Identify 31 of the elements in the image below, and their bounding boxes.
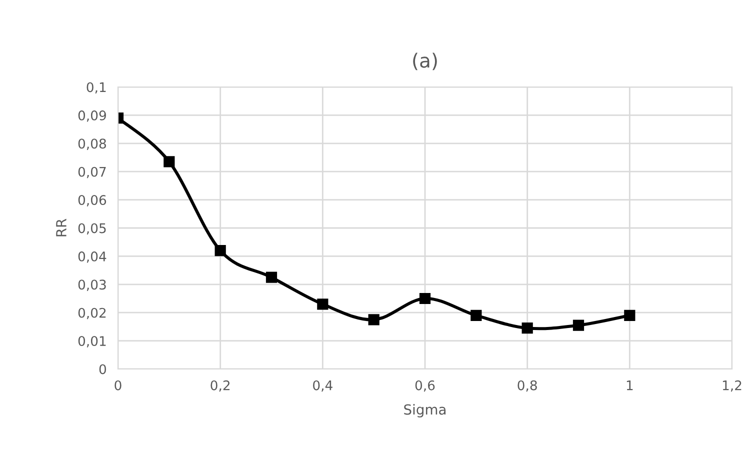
y-tick-label: 0,02 (78, 308, 106, 320)
y-axis-title: RR (56, 218, 66, 236)
point (164, 156, 175, 168)
y-tick-label: 0 (99, 364, 106, 374)
y-tick-label: 0,07 (78, 166, 106, 178)
x-tick-label: 0,4 (313, 380, 332, 392)
x-axis-title: Sigma (404, 404, 446, 418)
y-tick-label: 0,05 (78, 223, 106, 235)
y-tick-label: 0,04 (78, 251, 106, 263)
point (419, 292, 431, 304)
point (470, 310, 482, 321)
x-tick-label: 1,2 (722, 380, 742, 392)
point (624, 310, 636, 321)
x-tick-label: 0,6 (415, 380, 435, 392)
point (522, 322, 533, 334)
x-tick-label: 0,8 (518, 380, 537, 392)
point (368, 314, 380, 326)
x-tick-label: 0,2 (210, 380, 230, 392)
point (214, 245, 226, 256)
point (317, 298, 328, 310)
x-tick-label: 0 (114, 380, 122, 390)
chart-title: (a) (413, 52, 437, 70)
y-tick-label: 0,06 (78, 195, 106, 206)
y-tick-label: 0,09 (78, 110, 106, 122)
y-tick-label: 0,1 (86, 82, 106, 94)
y-tick-label: 0,03 (78, 280, 106, 291)
x-tick-label: 1 (626, 380, 633, 390)
y-tick-label: 0,01 (78, 336, 106, 348)
point (266, 272, 278, 283)
y-tick-label: 0,08 (78, 138, 106, 150)
point (572, 320, 584, 331)
